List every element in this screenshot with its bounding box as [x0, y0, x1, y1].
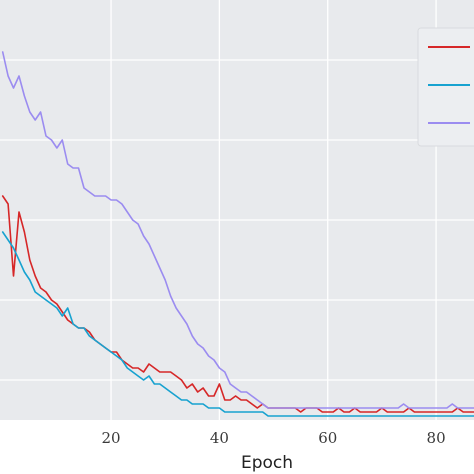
- x-tick-label: 20: [102, 429, 121, 447]
- x-tick-label: 60: [318, 429, 337, 447]
- x-tick-label: 40: [210, 429, 229, 447]
- x-axis-label: Epoch: [241, 453, 293, 473]
- x-tick-label: 80: [427, 429, 446, 447]
- legend-box: [417, 27, 474, 147]
- plot-area: [0, 0, 474, 420]
- x-tick-labels: 20 40 60 80: [102, 429, 446, 447]
- series-line-3: [1, 51, 474, 409]
- gridlines: [0, 0, 474, 420]
- series-line-2: [1, 231, 474, 417]
- series-lines: [1, 51, 474, 417]
- legend: [417, 27, 474, 147]
